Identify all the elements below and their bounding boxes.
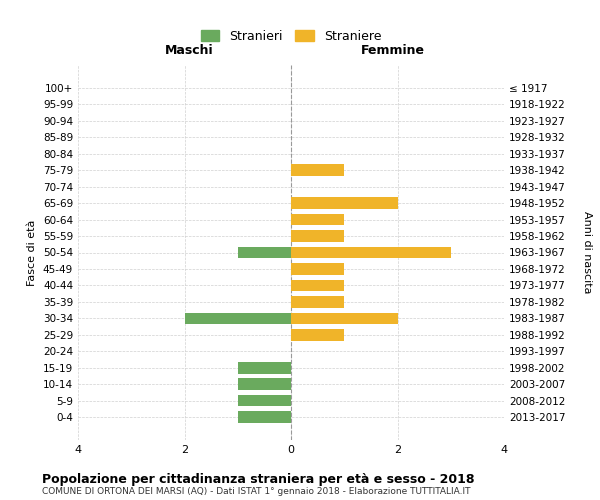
Text: COMUNE DI ORTONA DEI MARSI (AQ) - Dati ISTAT 1° gennaio 2018 - Elaborazione TUTT: COMUNE DI ORTONA DEI MARSI (AQ) - Dati I… [42, 488, 470, 496]
Y-axis label: Anni di nascita: Anni di nascita [582, 211, 592, 294]
Text: Popolazione per cittadinanza straniera per età e sesso - 2018: Popolazione per cittadinanza straniera p… [42, 472, 475, 486]
Bar [291, 312, 398, 324]
Bar [238, 246, 291, 258]
Bar [291, 329, 344, 340]
Text: Maschi: Maschi [164, 44, 213, 58]
Bar [291, 296, 344, 308]
Bar [291, 230, 344, 242]
Bar [238, 362, 291, 374]
Y-axis label: Fasce di età: Fasce di età [28, 220, 37, 286]
Bar [238, 412, 291, 423]
Bar [291, 246, 451, 258]
Bar [238, 395, 291, 406]
Legend: Stranieri, Straniere: Stranieri, Straniere [197, 26, 385, 46]
Text: Femmine: Femmine [361, 44, 425, 58]
Bar [238, 378, 291, 390]
Bar [291, 164, 344, 176]
Bar [291, 214, 344, 226]
Bar [291, 280, 344, 291]
Bar [291, 263, 344, 274]
Bar [185, 312, 291, 324]
Bar [291, 198, 398, 209]
